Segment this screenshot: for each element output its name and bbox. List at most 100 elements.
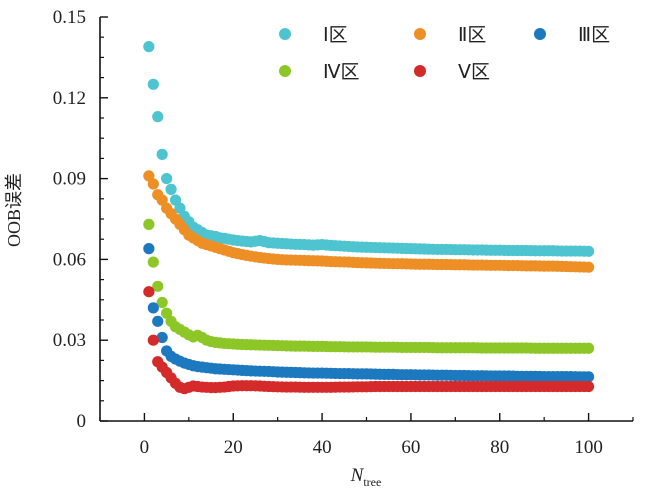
data-point (267, 381, 279, 393)
data-point (267, 366, 279, 378)
data-point (356, 381, 368, 393)
data-point (303, 367, 315, 379)
data-point (498, 370, 510, 382)
data-point (569, 261, 581, 273)
data-point (498, 244, 510, 256)
series-4 (143, 218, 595, 354)
data-point (329, 240, 342, 252)
data-point (569, 245, 581, 257)
data-point (463, 342, 475, 354)
data-point (498, 259, 510, 272)
data-point (276, 340, 288, 352)
x-tick-label: 100 (574, 437, 603, 458)
data-point (240, 380, 253, 392)
data-point (320, 367, 333, 379)
data-point (480, 380, 493, 393)
data-point (276, 237, 288, 250)
data-point (338, 240, 350, 252)
data-point (525, 370, 537, 382)
data-point (445, 259, 457, 271)
data-point (249, 339, 262, 351)
legend-marker (279, 65, 291, 77)
data-point (418, 341, 430, 354)
data-point (347, 341, 359, 353)
data-point (320, 255, 333, 267)
data-point (436, 369, 448, 381)
data-point (418, 243, 430, 255)
data-point (409, 341, 421, 354)
y-tick-label: 0.12 (53, 88, 86, 109)
series-2 (143, 170, 595, 273)
data-point (338, 367, 350, 380)
data-point (525, 342, 537, 354)
data-point (507, 380, 519, 393)
y-tick-label: 0.15 (53, 7, 86, 28)
legend-label: Ⅱ区 (458, 25, 486, 46)
series-1 (143, 41, 595, 257)
data-point (543, 260, 555, 272)
data-point (543, 342, 555, 354)
data-point (400, 258, 413, 270)
data-point (569, 371, 581, 383)
data-point (551, 380, 564, 393)
data-point (147, 78, 159, 90)
data-point (400, 242, 413, 255)
legend-marker (279, 28, 291, 40)
data-point (445, 342, 457, 354)
data-point (240, 339, 253, 351)
data-point (471, 380, 484, 393)
y-axis-title: OOB误差 (4, 173, 24, 247)
data-point (232, 248, 244, 260)
data-point (285, 238, 297, 250)
data-point (312, 239, 324, 251)
data-point (525, 380, 537, 393)
data-point (294, 340, 306, 352)
data-point (578, 371, 590, 383)
data-point (560, 380, 572, 393)
data-point (427, 380, 439, 393)
data-point (534, 370, 546, 383)
data-point (480, 244, 493, 256)
data-point (427, 243, 439, 255)
data-point (285, 381, 297, 393)
data-point (329, 256, 342, 268)
y-tick-label: 0.06 (53, 249, 86, 270)
data-point (471, 259, 484, 271)
data-point (147, 302, 159, 314)
data-point (356, 368, 368, 380)
data-point (383, 242, 395, 254)
data-point (347, 256, 359, 268)
x-tick-label: 40 (313, 437, 332, 458)
data-point (303, 255, 315, 267)
data-point (383, 257, 395, 270)
data-point (374, 257, 386, 269)
data-point (143, 218, 155, 230)
data-point (480, 342, 493, 354)
data-point (543, 370, 555, 383)
data-point (400, 369, 413, 381)
data-point (156, 331, 168, 344)
data-point (285, 254, 297, 266)
data-point (329, 381, 342, 393)
data-point (147, 256, 159, 268)
data-point (312, 255, 324, 267)
data-point (436, 243, 448, 256)
data-point (232, 234, 244, 247)
data-point (276, 366, 288, 378)
data-point (347, 241, 359, 253)
data-point (391, 380, 404, 393)
data-point (516, 244, 528, 257)
data-point (543, 380, 555, 393)
series-5 (143, 286, 595, 395)
data-point (480, 370, 493, 382)
series-3 (143, 243, 595, 383)
data-point (365, 341, 377, 353)
data-point (365, 241, 377, 254)
data-point (294, 367, 306, 379)
data-point (232, 338, 244, 350)
data-point (516, 370, 528, 382)
data-point (374, 368, 386, 380)
data-point (143, 41, 155, 53)
data-point (267, 339, 279, 352)
